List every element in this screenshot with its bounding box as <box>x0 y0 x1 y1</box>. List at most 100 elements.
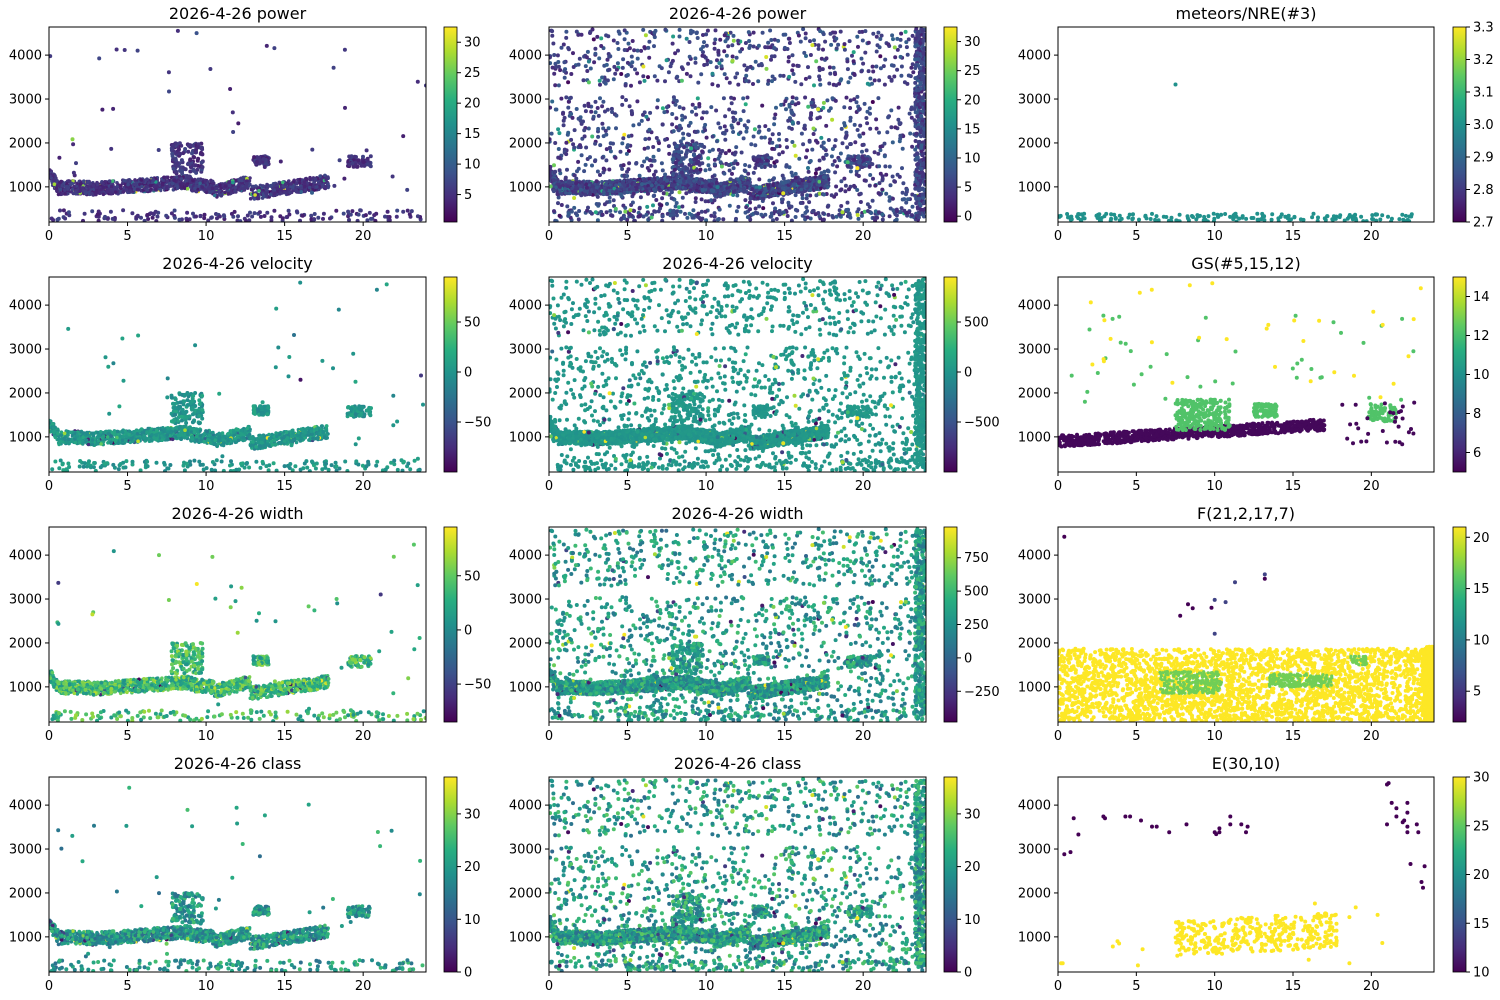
data-point <box>245 182 249 186</box>
data-point <box>294 209 299 214</box>
data-point <box>250 184 255 189</box>
data-point <box>695 214 700 219</box>
data-point <box>852 158 857 162</box>
data-point <box>407 212 412 217</box>
data-point <box>109 188 114 192</box>
data-point <box>215 216 219 221</box>
y-tick-label: 1000 <box>9 180 42 195</box>
data-point <box>172 215 177 220</box>
data-point <box>602 190 606 194</box>
data-point <box>605 192 610 197</box>
data-point <box>273 191 277 196</box>
data-point <box>674 213 679 218</box>
data-point <box>66 191 70 196</box>
data-point <box>57 155 62 160</box>
data-point <box>241 186 246 191</box>
data-point <box>188 185 193 189</box>
data-point <box>122 48 127 52</box>
data-point <box>665 178 669 183</box>
data-point <box>612 186 617 191</box>
data-point <box>257 210 262 215</box>
data-point <box>215 186 219 191</box>
data-point <box>164 213 169 218</box>
data-point <box>748 200 752 205</box>
data-point <box>133 178 137 182</box>
data-point <box>401 134 406 139</box>
data-point <box>118 183 123 188</box>
data-point <box>55 189 59 193</box>
chart-title: 2026-4-26 power <box>169 4 307 23</box>
data-point <box>135 187 140 192</box>
data-point <box>831 215 836 220</box>
data-point <box>312 212 317 216</box>
data-point <box>177 151 182 156</box>
data-point <box>214 190 218 194</box>
data-point <box>317 184 322 189</box>
data-point <box>206 218 211 222</box>
data-point <box>320 184 325 189</box>
data-point <box>769 214 774 219</box>
data-point <box>627 180 632 184</box>
data-point <box>109 184 114 189</box>
data-point <box>262 165 267 169</box>
data-point <box>56 192 61 197</box>
data-point <box>347 154 352 159</box>
data-point <box>337 158 342 163</box>
data-point <box>52 182 57 186</box>
data-point <box>111 106 116 111</box>
data-point <box>821 217 826 222</box>
data-point <box>355 218 360 222</box>
data-point <box>190 151 194 156</box>
data-point <box>203 187 207 192</box>
data-point <box>97 56 102 61</box>
data-point <box>405 187 410 192</box>
data-point <box>148 183 152 188</box>
data-point <box>91 183 96 188</box>
data-point <box>272 208 277 213</box>
data-point <box>187 174 191 179</box>
data-point <box>174 169 179 174</box>
data-point <box>255 159 259 164</box>
data-point <box>712 214 717 219</box>
data-point <box>60 183 64 188</box>
data-point <box>875 215 880 220</box>
data-point <box>172 208 177 213</box>
data-point <box>795 188 800 193</box>
data-point <box>179 177 184 181</box>
data-point <box>237 188 242 192</box>
data-point <box>310 190 314 195</box>
data-point <box>363 213 368 218</box>
data-point <box>164 186 169 191</box>
y-tick-label: 3000 <box>9 93 42 108</box>
data-point <box>313 177 318 182</box>
data-point <box>826 212 831 217</box>
data-point <box>202 212 207 217</box>
data-point <box>346 209 351 214</box>
data-point <box>762 190 767 194</box>
data-point <box>331 65 336 70</box>
data-point <box>186 143 191 148</box>
data-point <box>309 183 313 187</box>
data-point <box>364 148 369 153</box>
data-point <box>153 209 158 214</box>
x-tick-label: 5 <box>123 229 131 244</box>
data-point <box>321 216 325 221</box>
data-point <box>307 185 312 190</box>
data-point <box>154 188 158 192</box>
data-point <box>245 213 250 218</box>
data-point <box>821 100 826 105</box>
data-point <box>663 176 667 180</box>
data-point <box>673 160 678 165</box>
data-point <box>237 182 242 186</box>
data-point <box>58 187 63 192</box>
data-point <box>194 31 199 36</box>
data-point <box>639 48 644 53</box>
data-point <box>196 177 201 182</box>
data-point <box>223 184 228 188</box>
data-point <box>298 218 302 222</box>
data-point <box>692 186 697 191</box>
data-point <box>66 210 71 215</box>
data-point <box>685 215 690 220</box>
data-point <box>145 213 150 217</box>
data-point <box>285 215 290 219</box>
